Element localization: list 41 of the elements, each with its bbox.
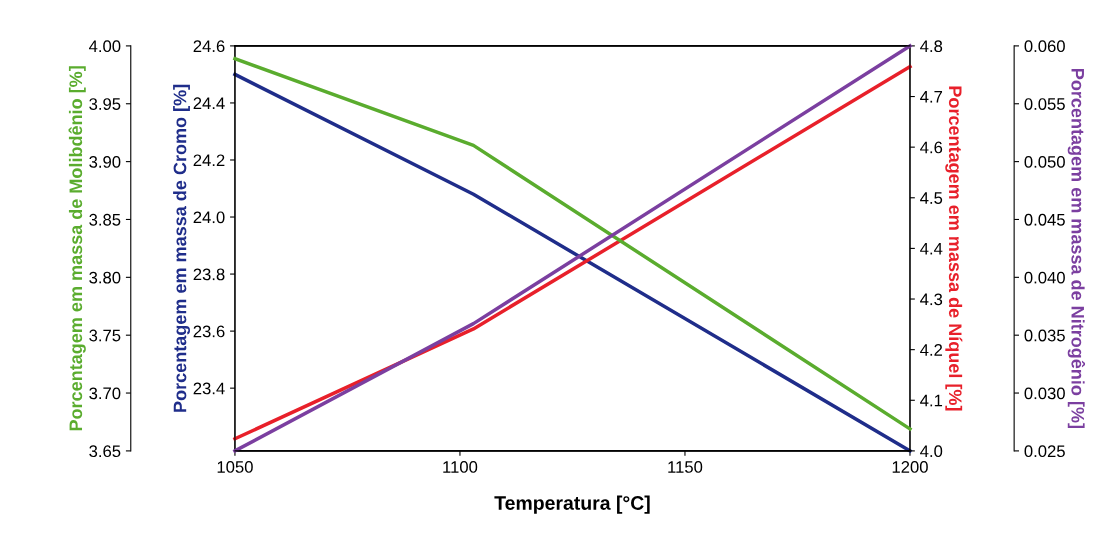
y2-tick-label: 0.060 xyxy=(1024,40,1065,53)
y2-tick-label: 4.2 xyxy=(920,344,943,356)
y2-axis-title: Porcentagem em massa de Níquel [%] xyxy=(945,86,963,411)
y-axis-title: Porcentagem em massa de Molibdênio [%] xyxy=(68,66,86,431)
y-tick-label: 24.4 xyxy=(193,97,225,109)
y2-tick-label: 0.040 xyxy=(1024,271,1065,284)
y-tick-label: 23.4 xyxy=(193,382,225,395)
y-tick-label: 3.80 xyxy=(89,271,121,284)
y-tick-label: 24.2 xyxy=(193,154,225,167)
y2-tick-label: 4.4 xyxy=(920,242,943,255)
y-tick-label: 3.90 xyxy=(89,156,121,168)
y2-tick-label: 0.030 xyxy=(1024,387,1065,400)
y2-tick-label: 4.8 xyxy=(920,40,943,53)
y2-tick-label: 0.025 xyxy=(1024,445,1065,458)
y-tick-label: 24.6 xyxy=(193,40,225,53)
y2-tick-label: 0.045 xyxy=(1024,213,1065,226)
y2-tick-label: 4.0 xyxy=(920,445,943,458)
x-tick-label: 1200 xyxy=(892,461,928,473)
y-tick-label: 3.75 xyxy=(89,329,121,342)
y-tick-label: 3.70 xyxy=(89,387,121,400)
x-tick-label: 1150 xyxy=(668,461,703,473)
y-tick-label: 3.65 xyxy=(89,445,121,458)
y2-tick-label: 4.7 xyxy=(920,91,943,103)
y2-tick-label: 4.6 xyxy=(920,141,943,154)
y-axis-title: Porcentagem em massa de Cromo [%] xyxy=(173,84,190,412)
y2-tick-label: 4.5 xyxy=(920,192,943,204)
y-tick-label: 3.85 xyxy=(89,213,121,226)
y2-tick-label: 4.1 xyxy=(920,394,943,407)
y2-tick-label: 0.055 xyxy=(1024,98,1065,110)
x-tick-label: 1100 xyxy=(443,461,478,473)
y-tick-label: 4.00 xyxy=(89,40,121,53)
x-axis-title: Temperatura [°C] xyxy=(494,495,650,514)
y2-axis-title: Porcentagem em massa de Nitrogênio [%] xyxy=(1067,69,1086,428)
y-tick-label: 3.95 xyxy=(89,98,121,110)
x-tick-label: 1050 xyxy=(217,461,253,473)
y-tick-label: 24.0 xyxy=(193,211,225,224)
y2-tick-label: 0.050 xyxy=(1024,156,1065,168)
y-tick-label: 23.8 xyxy=(193,268,225,281)
y2-tick-label: 4.3 xyxy=(920,293,943,306)
y2-tick-label: 0.035 xyxy=(1024,329,1065,342)
y-tick-label: 23.6 xyxy=(193,325,225,338)
